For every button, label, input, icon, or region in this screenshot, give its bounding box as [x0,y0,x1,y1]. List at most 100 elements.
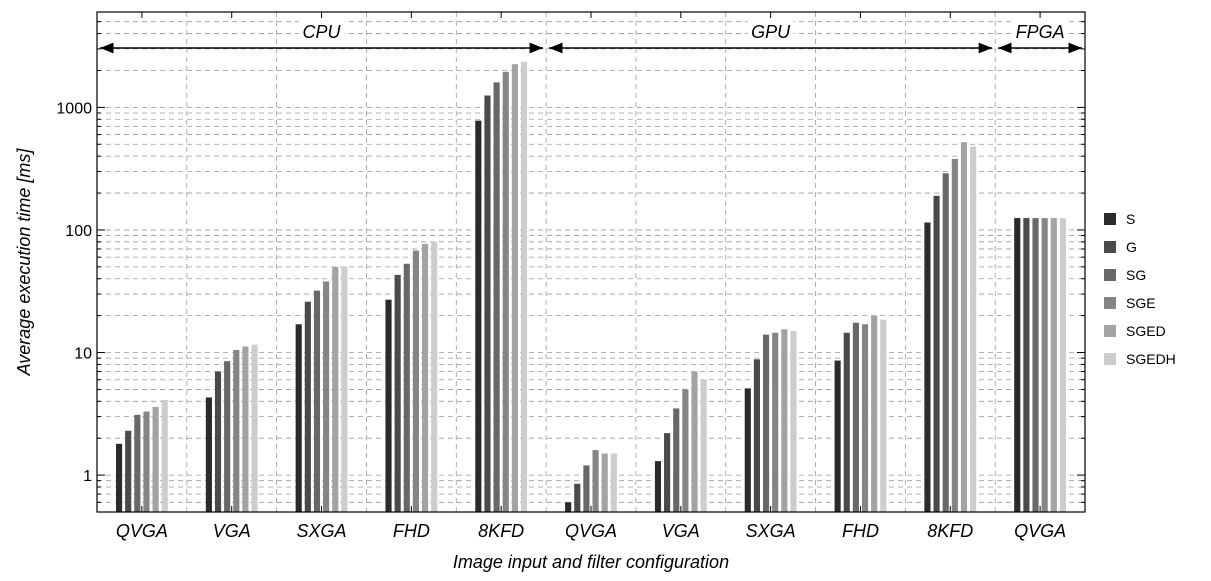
bar-SGEDH-10 [1059,218,1066,513]
bar-SGED-9 [960,142,968,512]
bar-SG-6 [673,408,680,512]
bar-SGED-5 [601,453,608,512]
bar-G-8 [843,332,850,512]
bar-SGEDH-7 [790,330,797,512]
bar-S-1 [205,397,212,512]
y-tick-label: 10 [74,346,92,363]
legend-label-SGED: SGED [1126,323,1166,339]
bar-SGED-4 [511,64,518,512]
bar-SG-1 [224,361,231,512]
bar-SGE-4 [502,71,509,512]
bar-SGED-10 [1050,218,1057,513]
bar-SGED-0 [152,406,159,512]
bar-SGEDH-8 [880,319,887,512]
x-tick-label: QVGA [1014,521,1066,541]
y-tick-label: 1000 [56,100,92,117]
bar-SGEDH-0 [161,399,168,512]
legend-swatch-SG [1104,269,1116,281]
legend-label-SGE: SGE [1126,295,1156,311]
legend-swatch-S [1104,213,1116,225]
bar-SG-8 [852,322,859,512]
x-tick-label: QVGA [565,521,617,541]
region-label-FPGA: FPGA [1016,22,1065,42]
bar-G-0 [125,430,132,512]
bar-G-9 [933,195,940,512]
x-ticks: QVGA VGA SXGA FHD 8KFD QVGA VGA SXGA FHD 8KFD QVGA [116,12,1066,541]
bar-SGE-1 [233,349,240,512]
bar-SG-0 [134,414,141,512]
y-tick-label: 1 [83,468,92,485]
legend-label-S: S [1126,211,1135,227]
bar-SGEDH-1 [251,344,258,512]
bar-SGED-8 [871,315,878,512]
bar-S-10 [1014,218,1021,513]
bar-G-2 [304,301,311,512]
bar-SG-3 [403,263,410,512]
bar-G-4 [484,95,491,513]
y-axis-title: Average execution time [ms] [14,148,34,377]
legend-label-G: G [1126,239,1137,255]
bar-SGE-6 [682,389,689,512]
legend-swatch-SGEDH [1104,353,1116,365]
bar-G-1 [214,371,222,512]
bar-SGE-7 [772,332,779,512]
bar-SGED-3 [422,243,429,512]
bar-SG-4 [493,82,500,513]
x-axis-title: Image input and filter configuration [453,552,729,572]
region-label-CPU: CPU [303,22,342,42]
bar-S-3 [385,299,392,512]
bar-SGEDH-5 [610,453,617,512]
bar-SGEDH-3 [431,241,438,512]
y-tick-label: 100 [65,223,92,240]
bar-S-0 [116,443,123,512]
bar-SGEDH-2 [341,266,348,512]
bar-SG-2 [313,290,321,512]
bar-SGE-0 [143,411,150,512]
legend-swatch-G [1104,241,1116,253]
legend-label-SGEDH: SGEDH [1126,351,1176,367]
bar-G-7 [753,359,760,512]
region-label-bg [298,20,345,42]
bar-SG-7 [763,334,770,512]
x-tick-label: VGA [662,521,700,541]
bar-SGED-7 [781,329,788,512]
bar-G-6 [664,433,671,512]
x-tick-label: VGA [213,521,251,541]
bar-G-10 [1023,218,1030,513]
region-annotations: CPU GPU FPGA [100,20,1082,54]
x-tick-label: QVGA [116,521,168,541]
bar-S-8 [834,360,841,512]
bar-SGE-10 [1041,218,1048,513]
x-tick-label: SXGA [297,521,347,541]
bar-SG-9 [942,173,949,512]
bar-S-2 [295,324,302,512]
bar-SGE-2 [323,281,330,512]
y-ticks: 1 10 100 1000 [56,11,1085,513]
x-tick-label: 8KFD [927,521,973,541]
bar-SGED-6 [691,371,698,512]
bar-G-3 [394,274,401,512]
bar-SGEDH-4 [520,61,528,513]
x-tick-label: SXGA [746,521,796,541]
x-tick-label: FHD [842,521,879,541]
legend-swatch-SGE [1104,297,1116,309]
bar-SG-5 [583,465,590,512]
bar-SGED-1 [242,346,249,512]
region-label-GPU: GPU [751,22,791,42]
bar-SGEDH-6 [700,379,707,512]
region-label-bg [747,20,794,42]
bar-S-4 [475,120,482,512]
bar-SGEDH-9 [970,146,977,513]
legend: SG SG SGE SGED SGEDH [1104,211,1176,367]
x-tick-label: 8KFD [478,521,524,541]
bar-SGE-8 [861,324,869,512]
region-label-bg [1011,20,1070,42]
bar-SG-10 [1032,218,1039,513]
bar-SGED-2 [332,266,339,512]
x-tick-label: FHD [393,521,430,541]
bars [116,61,1066,513]
bar-S-6 [654,461,662,512]
bar-S-7 [744,388,751,512]
